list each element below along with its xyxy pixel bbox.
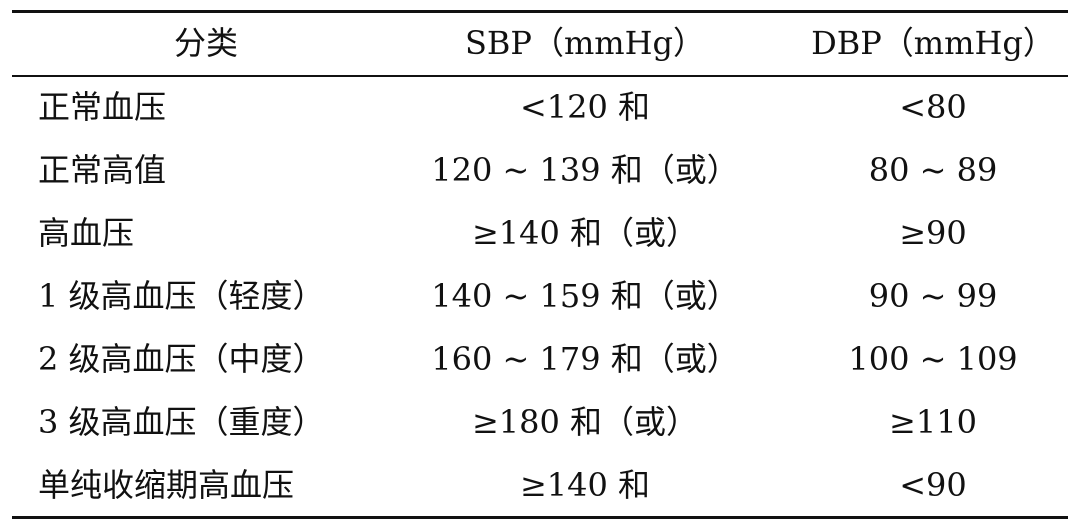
header-dbp: DBP（mmHg）: [811, 24, 1055, 62]
sbp-cell: 160 ~ 179 和（或）: [431, 340, 739, 378]
category-cell: 2 级高血压（中度）: [38, 340, 325, 378]
sbp-cell: ≥140 和: [519, 466, 651, 504]
category-cell: 3 级高血压（重度）: [38, 403, 325, 441]
header-sbp: SBP（mmHg）: [464, 24, 706, 62]
dbp-cell: ≥110: [889, 403, 977, 441]
category-cell: 正常高值: [38, 151, 167, 189]
category-cell: 1 级高血压（轻度）: [38, 277, 325, 315]
sbp-cell: 140 ~ 159 和（或）: [431, 277, 739, 315]
category-cell: 正常血压: [38, 88, 167, 126]
category-cell: 单纯收缩期高血压: [38, 466, 295, 504]
dbp-cell: 90 ~ 99: [868, 277, 998, 315]
sbp-cell: ≥180 和（或）: [471, 403, 699, 441]
header-divider-rule: [12, 75, 1068, 77]
dbp-cell: 80 ~ 89: [868, 151, 998, 189]
category-cell: 高血压: [38, 214, 135, 252]
sbp-cell: 120 ~ 139 和（或）: [431, 151, 739, 189]
table-top-rule: [12, 10, 1068, 13]
sbp-cell: ≥140 和（或）: [471, 214, 699, 252]
table-bottom-rule: [12, 516, 1068, 519]
sbp-cell: <120 和: [519, 88, 651, 126]
dbp-cell: 100 ~ 109: [848, 340, 1018, 378]
dbp-cell: <80: [899, 88, 967, 126]
dbp-cell: <90: [899, 466, 967, 504]
dbp-cell: ≥90: [899, 214, 967, 252]
header-category: 分类: [173, 24, 238, 62]
